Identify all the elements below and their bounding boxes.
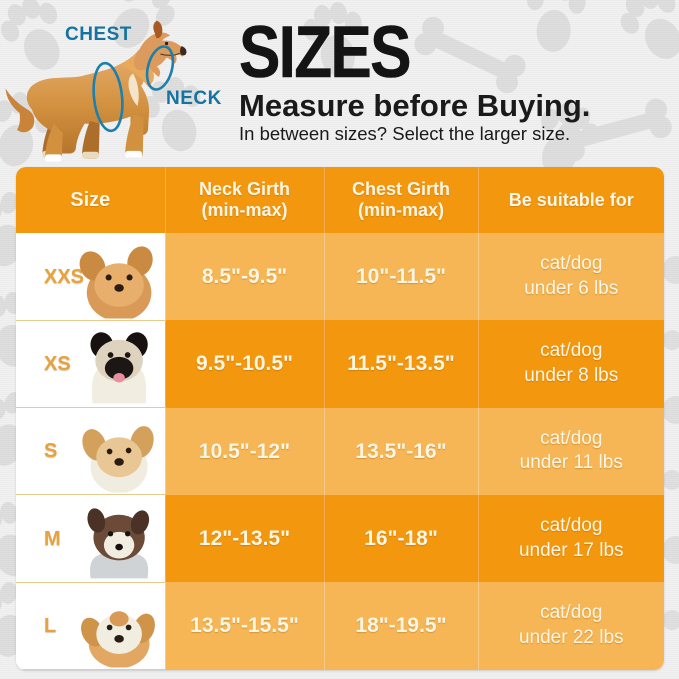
svg-text:CHEST: CHEST [65,24,132,45]
svg-text:NECK: NECK [166,88,222,109]
